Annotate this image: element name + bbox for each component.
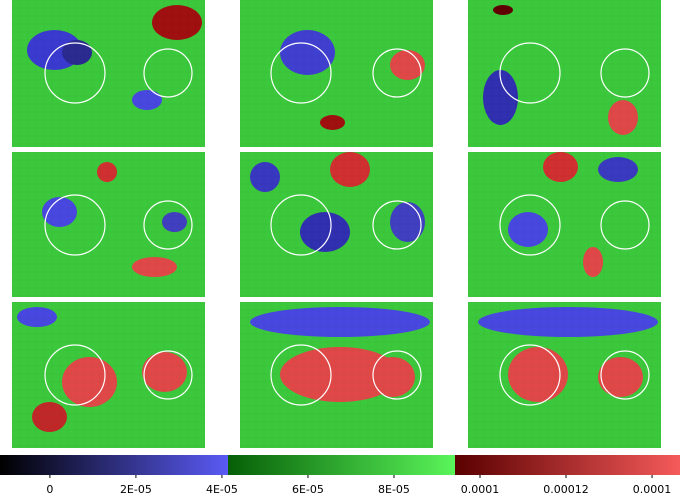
aperture-circle: [499, 194, 561, 256]
pixel-grid: [468, 0, 661, 147]
aperture-circle: [270, 194, 332, 256]
pixel-grid: [12, 0, 205, 147]
map-panel: [468, 0, 661, 147]
pixel-grid: [468, 152, 661, 297]
colorbar-ticks: 0 2E-05 4E-05 6E-05 8E-05 0.0001 0.00012 0.0001: [46, 475, 671, 496]
colorbar-tick-label: 0: [46, 483, 53, 496]
pixel-grid: [12, 152, 205, 297]
map-panel: [12, 152, 205, 297]
aperture-circle: [600, 350, 650, 400]
aperture-circle: [270, 344, 332, 406]
aperture-circle: [372, 350, 422, 400]
map-panel: [12, 302, 205, 448]
colorbar-tick-label: 8E-05: [378, 483, 410, 496]
map-panel: [468, 152, 661, 297]
colorbar-tick-label: 4E-05: [206, 483, 238, 496]
colorbar: [0, 455, 680, 475]
map-panel: [468, 302, 661, 448]
pixel-grid: [240, 302, 433, 448]
colorbar-tick-label: 2E-05: [120, 483, 152, 496]
pixel-grid: [12, 302, 205, 448]
colorbar-tick-label: 6E-05: [292, 483, 324, 496]
map-panel: [12, 0, 205, 147]
pixel-grid: [240, 152, 433, 297]
aperture-circle: [600, 200, 650, 250]
aperture-circle: [270, 42, 332, 104]
aperture-circle: [499, 344, 561, 406]
aperture-circle: [44, 42, 106, 104]
colorbar-tick-label: 0.0001: [633, 483, 672, 496]
aperture-circle: [499, 42, 561, 104]
map-panel: [240, 0, 433, 147]
aperture-circle: [372, 48, 422, 98]
map-panel: [240, 302, 433, 448]
aperture-circle: [44, 194, 106, 256]
colorbar-tick-label: 0.00012: [543, 483, 589, 496]
colorbar-tick-label: 0.0001: [461, 483, 500, 496]
aperture-circle: [143, 350, 193, 400]
aperture-circle: [600, 48, 650, 98]
aperture-circle: [143, 200, 193, 250]
pixel-grid: [468, 302, 661, 448]
aperture-circle: [372, 200, 422, 250]
aperture-circle: [143, 48, 193, 98]
map-panels: [12, 0, 661, 448]
pixel-grid: [240, 0, 433, 147]
map-panel: [240, 152, 433, 297]
aperture-circle: [44, 344, 106, 406]
